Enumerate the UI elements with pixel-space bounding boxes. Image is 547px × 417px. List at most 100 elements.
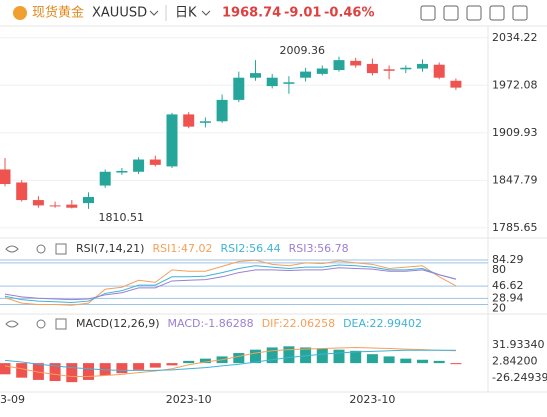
macd-bar [450, 363, 462, 365]
candle-body [116, 171, 128, 173]
candle-body [250, 73, 261, 78]
logo [13, 6, 27, 20]
chart-type-button[interactable] [466, 5, 482, 21]
dropdown-icon[interactable] [149, 10, 159, 16]
y-tick-label: 2034.22 [492, 31, 538, 44]
legend-entry: RSI2:56.44 [221, 242, 281, 255]
y-tick-label: 31.93340 [492, 338, 545, 351]
change-percent: -0.46% [324, 6, 375, 21]
legend-entry: MACD:-1.86288 [168, 317, 254, 330]
candle-body [16, 182, 28, 201]
legend-entry: DEA:22.99402 [343, 317, 422, 330]
y-tick-label: 1909.93 [492, 126, 538, 139]
candle-body [233, 77, 245, 100]
macd-bar [16, 363, 28, 378]
y-tick-label: 84.29 [492, 253, 524, 266]
macd-bar [49, 363, 61, 382]
y-tick-label: 1972.08 [492, 78, 538, 91]
price: 1968.74 [222, 6, 281, 21]
macd-bar [149, 363, 161, 368]
eye-icon[interactable] [5, 245, 19, 253]
y-tick-label: 20 [492, 301, 506, 314]
add-icon[interactable] [55, 318, 67, 330]
candle-body [316, 68, 328, 74]
legend-entry: RSI1:47.02 [152, 242, 212, 255]
candle-body [49, 205, 61, 207]
macd-bar [66, 363, 78, 383]
macd-bar [366, 354, 378, 364]
candle-body [199, 121, 211, 123]
macd-bar [316, 348, 328, 364]
macd-bar [233, 353, 245, 364]
min-annotation: 1810.51 [99, 211, 145, 224]
candle-body [417, 63, 428, 69]
y-tick-label: -26.24939 [492, 371, 547, 384]
x-tick-label: 3-09 [0, 393, 25, 406]
candle-body [300, 71, 312, 78]
x-tick-label: 2023-10 [166, 393, 212, 406]
settings-icon[interactable] [36, 319, 46, 329]
macd-bar [383, 356, 395, 364]
macd-bar [250, 349, 261, 364]
add-icon[interactable] [55, 243, 67, 255]
change: -9.01 [284, 6, 321, 21]
candle-body [83, 197, 94, 204]
panel-title: RSI(7,14,21) [76, 242, 144, 255]
settings-icon[interactable] [36, 244, 46, 254]
macd-bar [300, 347, 312, 364]
toolbar [420, 5, 528, 21]
symbol[interactable]: XAUUSD [92, 6, 147, 21]
macd-bar [116, 363, 128, 374]
macd-bar [0, 363, 11, 375]
legend-entry: DIF:22.06258 [262, 317, 335, 330]
macd-bar [433, 360, 445, 364]
legend-entry: RSI3:56.78 [289, 242, 349, 255]
y-tick-label: 80 [492, 263, 506, 276]
y-tick-label: 1847.79 [492, 173, 538, 186]
rsi-line [4, 264, 457, 303]
macd-bar [350, 350, 362, 364]
candle-body [400, 67, 412, 70]
x-tick-label: 2023-10 [349, 393, 395, 406]
candle-body [183, 114, 195, 127]
candle-body [166, 114, 178, 167]
candle-body [366, 63, 378, 74]
candle-body [66, 204, 78, 208]
macd-line [4, 349, 456, 371]
max-annotation: 2009.36 [280, 44, 326, 57]
macd-line [4, 346, 456, 378]
macd-bar [99, 363, 111, 376]
panel-title: MACD(12,26,9) [76, 317, 160, 330]
candle-body [149, 159, 161, 165]
macd-bar [417, 359, 428, 364]
panel-icons [5, 243, 67, 330]
eye-icon[interactable] [5, 320, 19, 328]
rsi-line [4, 259, 457, 306]
candle-body [133, 159, 145, 172]
macd-bar [183, 360, 195, 364]
candle-body [99, 171, 111, 186]
macd-bar [283, 346, 295, 364]
macd-bar [83, 363, 94, 380]
indicator-button[interactable] [420, 5, 436, 21]
macd-bar [199, 358, 211, 364]
draw-button[interactable] [443, 5, 459, 21]
candle-body [350, 60, 362, 66]
dropdown-icon[interactable] [201, 10, 211, 16]
y-tick-label: 1785.65 [492, 221, 538, 234]
period[interactable]: 日K [175, 6, 197, 21]
candle-body [32, 200, 44, 206]
candle-body [283, 82, 295, 84]
y-tick-label: 28.94 [492, 291, 524, 304]
macd-bar [400, 358, 412, 364]
settings-button[interactable] [512, 5, 528, 21]
y-tick-label: 46.62 [492, 279, 524, 292]
candle-body [216, 99, 228, 122]
fullscreen-button[interactable] [489, 5, 505, 21]
candle-body [333, 60, 345, 71]
instrument-name: 现货黄金 [32, 5, 84, 21]
candle-body [433, 64, 445, 78]
